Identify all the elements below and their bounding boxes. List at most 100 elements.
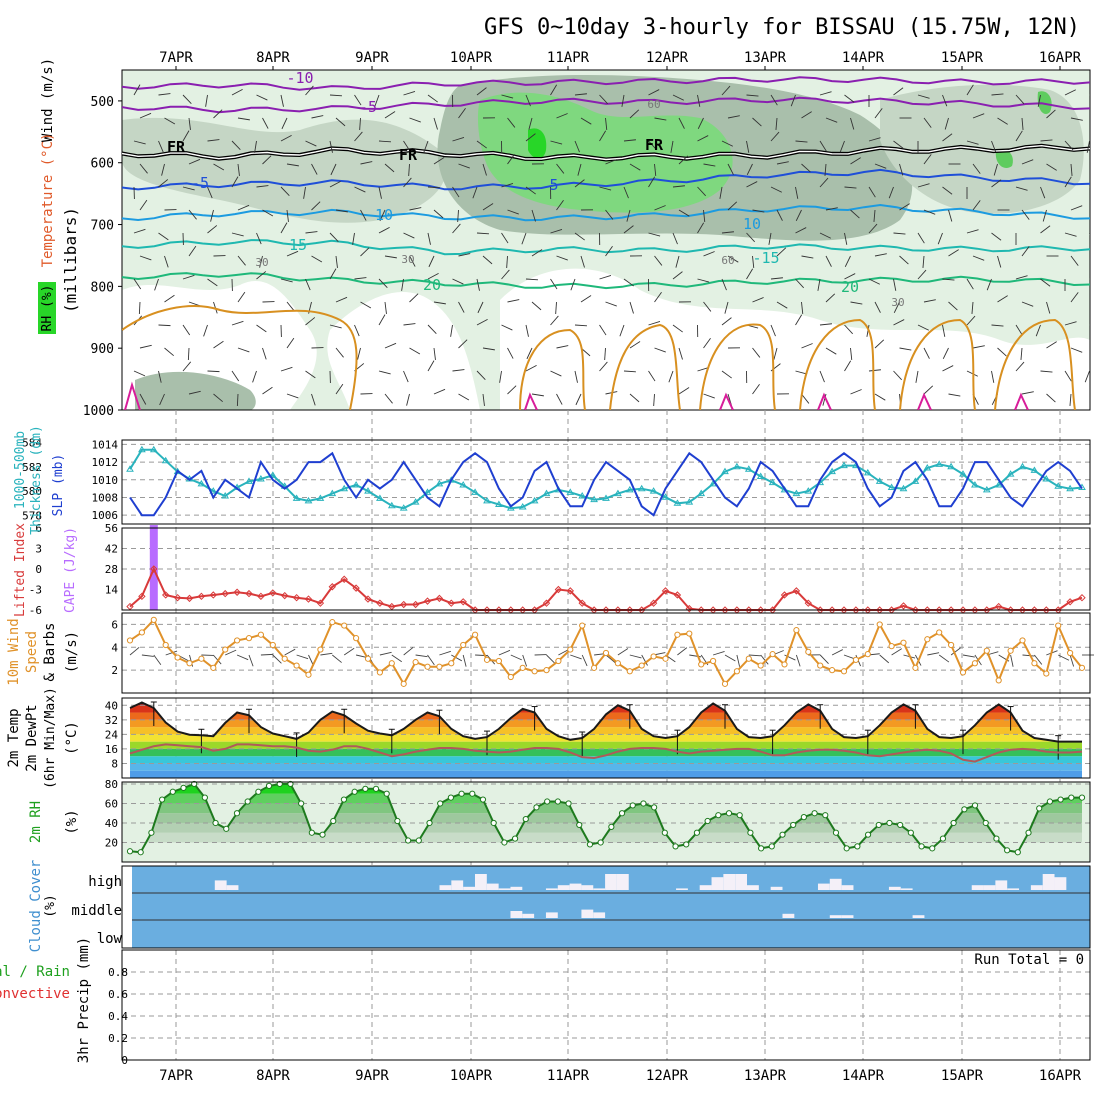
wind-barb: [850, 157, 861, 165]
wind-barb: [1070, 205, 1083, 211]
wind-barb: [899, 347, 912, 351]
thickness-point: [971, 481, 979, 488]
wind-speed-point: [436, 663, 443, 670]
cloud-level-label: middle: [71, 903, 122, 919]
lifted-index-point: [316, 599, 325, 607]
wind-barb: [923, 347, 930, 359]
wind-speed-point: [1007, 647, 1014, 654]
surface-wind-barb: [748, 654, 761, 657]
panel-frame: [121, 439, 1091, 525]
wind-barb: [237, 347, 250, 353]
thickness-point: [435, 479, 444, 487]
wind-barb: [874, 108, 883, 119]
wind-barb: [703, 163, 716, 167]
high-cloud-bar: [214, 880, 227, 890]
rh-2m-point: [832, 829, 840, 836]
wind-barb: [972, 255, 985, 261]
rh-2m-point: [672, 843, 679, 850]
rh-2m-point: [469, 790, 476, 797]
wind-barb: [721, 278, 727, 291]
lifted-index-point: [173, 593, 182, 602]
wind-barb: [844, 232, 848, 245]
wind-barb: [574, 140, 580, 153]
wind-speed-point: [983, 647, 990, 654]
wind-speed-point: [424, 663, 431, 670]
wind-barb: [556, 255, 568, 261]
wind-barb: [971, 301, 974, 314]
wind-barb: [648, 321, 661, 326]
wind-speed-point: [674, 631, 681, 638]
wind-barb: [207, 139, 220, 142]
rh-2m-point: [447, 794, 454, 801]
surface-wind-barb: [141, 654, 154, 657]
wind-barb: [203, 324, 208, 337]
wind-barb: [427, 186, 441, 189]
thickness-point: [304, 496, 313, 504]
thickness-point: [292, 494, 301, 501]
wind-barb: [724, 301, 729, 314]
magenta-contour: [1014, 392, 1029, 410]
wind-barb: [795, 227, 807, 234]
panel-frame: [121, 69, 1091, 411]
thickness-point: [316, 494, 325, 501]
thickness-point: [506, 504, 515, 511]
orange-contour: [899, 318, 976, 410]
rh-2m-point: [736, 812, 743, 819]
lifted-index-point: [209, 591, 218, 599]
rh-2m-point: [1036, 805, 1043, 812]
high-cloud-bar: [747, 885, 759, 890]
high-cloud-bar: [439, 885, 452, 890]
wind-barb: [727, 201, 738, 211]
rh-2m-point: [223, 825, 230, 832]
surface-wind-barb: [225, 649, 237, 656]
rh-2m-point: [319, 831, 326, 838]
lifted-index-point: [661, 587, 670, 595]
rh-2m-point: [715, 812, 722, 819]
rh-2m-point: [169, 788, 176, 795]
lifted-index-point: [435, 594, 444, 603]
wind-barb: [213, 393, 223, 403]
wind-barb: [360, 161, 373, 165]
contour-label: 20: [841, 278, 859, 296]
wind-barb: [648, 140, 658, 151]
wind-barb: [182, 324, 191, 336]
thickness-point: [935, 460, 944, 467]
panel-frame: [121, 781, 1091, 863]
high-cloud-bar: [888, 886, 901, 890]
panel-frame: [121, 865, 1091, 949]
wind-speed-point: [1043, 670, 1050, 677]
wind-barb: [966, 140, 979, 145]
wind-barb: [942, 347, 949, 359]
wind-barb: [1040, 186, 1046, 199]
wind-barb: [1015, 361, 1025, 372]
rh-2m-point: [897, 821, 904, 829]
high-cloud-bar: [510, 886, 523, 890]
middle-cloud-bar: [912, 915, 925, 918]
temperature-band: [130, 756, 1082, 764]
cross-section-panel: 500 600 700 800 900 1000 -10 -5 FR FR FR -5 5 10 10 15…: [83, 69, 1091, 419]
rh-2m-point: [864, 831, 872, 838]
wind-barb: [556, 163, 565, 174]
axis-label-cloud-unit: (%): [43, 894, 58, 917]
wind-barb: [942, 94, 948, 107]
wind-speed-point: [448, 660, 455, 667]
wind-barb: [1046, 393, 1056, 403]
rh-2m-point: [1046, 798, 1054, 805]
lifted-index-point: [269, 589, 277, 597]
wind-speed-point: [460, 641, 467, 649]
lifted-index-tick-label: 0: [35, 563, 42, 576]
high-cloud-bar: [995, 880, 1008, 890]
wind-barb: [670, 140, 674, 153]
wind-barb: [770, 186, 782, 193]
wind-barb: [335, 296, 348, 303]
wind-barb: [1042, 209, 1047, 222]
wind-barb: [770, 277, 783, 280]
wind-speed-point: [519, 664, 526, 671]
wind-barb: [605, 117, 608, 130]
wind-barb: [1015, 94, 1025, 105]
wind-barb: [850, 117, 855, 130]
date-label-bottom: 8APR: [256, 1068, 290, 1084]
axis-label-total-rain: Total / Rain: [0, 964, 70, 980]
date-label-top: 11APR: [547, 50, 590, 66]
wind-barb: [991, 140, 997, 153]
